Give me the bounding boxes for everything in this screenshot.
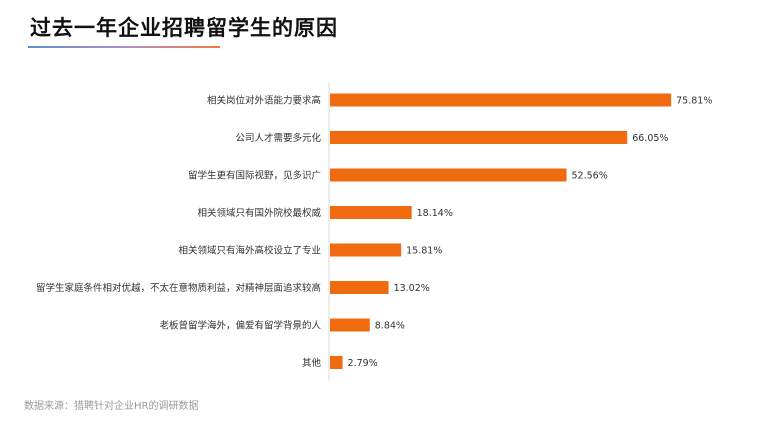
title-underline xyxy=(28,46,220,48)
bar xyxy=(330,168,567,182)
bar xyxy=(330,206,412,219)
bar xyxy=(330,356,343,369)
value-label: 8.84% xyxy=(375,321,405,332)
value-label: 52.56% xyxy=(572,171,608,182)
value-label: 66.05% xyxy=(632,133,668,144)
data-source-note: 数据来源：猎聘针对企业HR的调研数据 xyxy=(24,401,199,412)
category-label: 留学生更有国际视野，见多识广 xyxy=(188,170,321,182)
category-label: 其他 xyxy=(302,357,322,369)
category-label: 留学生家庭条件相对优越，不太在意物质利益，对精神层面追求较高 xyxy=(36,282,321,294)
value-label: 15.81% xyxy=(406,246,442,257)
bar xyxy=(330,318,370,332)
category-label: 公司人才需要多元化 xyxy=(235,132,321,144)
bar xyxy=(330,131,628,144)
value-label: 75.81% xyxy=(676,96,712,107)
value-label: 18.14% xyxy=(417,208,453,219)
category-label: 老板曾留学海外，偏爱有留学背景的人 xyxy=(159,320,321,332)
category-label: 相关岗位对外语能力要求高 xyxy=(207,95,321,107)
value-label: 2.79% xyxy=(348,358,378,369)
value-label: 13.02% xyxy=(394,283,430,294)
bar xyxy=(330,243,402,257)
bar xyxy=(330,281,389,294)
category-label: 相关领域只有国外院校最权威 xyxy=(197,207,321,219)
category-label: 相关领域只有海外高校设立了专业 xyxy=(178,245,321,257)
bar xyxy=(330,93,672,107)
chart-title: 过去一年企业招聘留学生的原因 xyxy=(30,16,338,40)
